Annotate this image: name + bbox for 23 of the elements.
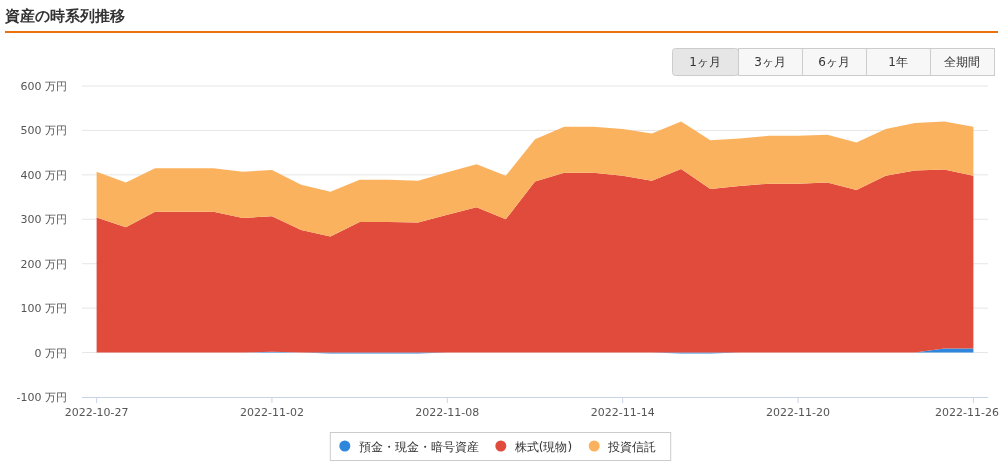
x-tick-label: 2022-11-02	[240, 406, 304, 419]
x-tick-label: 2022-11-14	[590, 406, 655, 419]
y-tick-label: 200 万円	[20, 257, 67, 271]
y-tick-label: 600 万円	[20, 80, 67, 93]
chart-title: 資産の時系列推移	[4, 7, 125, 25]
button: 3ヶ月	[738, 48, 803, 76]
y-tick-label: -100 万円	[16, 391, 67, 404]
button: 1ヶ月	[672, 48, 739, 76]
legend-label: 株式(現物)	[513, 439, 573, 454]
legend-label: 投資信託	[607, 439, 657, 454]
button: 1年	[866, 48, 931, 76]
button: 6ヶ月	[802, 48, 867, 76]
x-tick-label: 2022-11-20	[766, 406, 830, 419]
y-tick-label: 500 万円	[20, 124, 67, 138]
x-tick-label: 2022-10-27	[64, 406, 129, 419]
x-tick-label: 2022-11-26	[935, 406, 999, 419]
y-tick-label: 0 万円	[34, 346, 67, 360]
y-tick-label: 100 万円	[20, 302, 67, 316]
x-tick-label: 2022-11-08	[415, 406, 480, 419]
y-tick-label: 300 万円	[20, 213, 67, 227]
legend-label: 預金・現金・暗号資産	[358, 439, 479, 454]
y-tick-label: 400 万円	[20, 168, 67, 182]
button: 全期間	[930, 48, 995, 76]
